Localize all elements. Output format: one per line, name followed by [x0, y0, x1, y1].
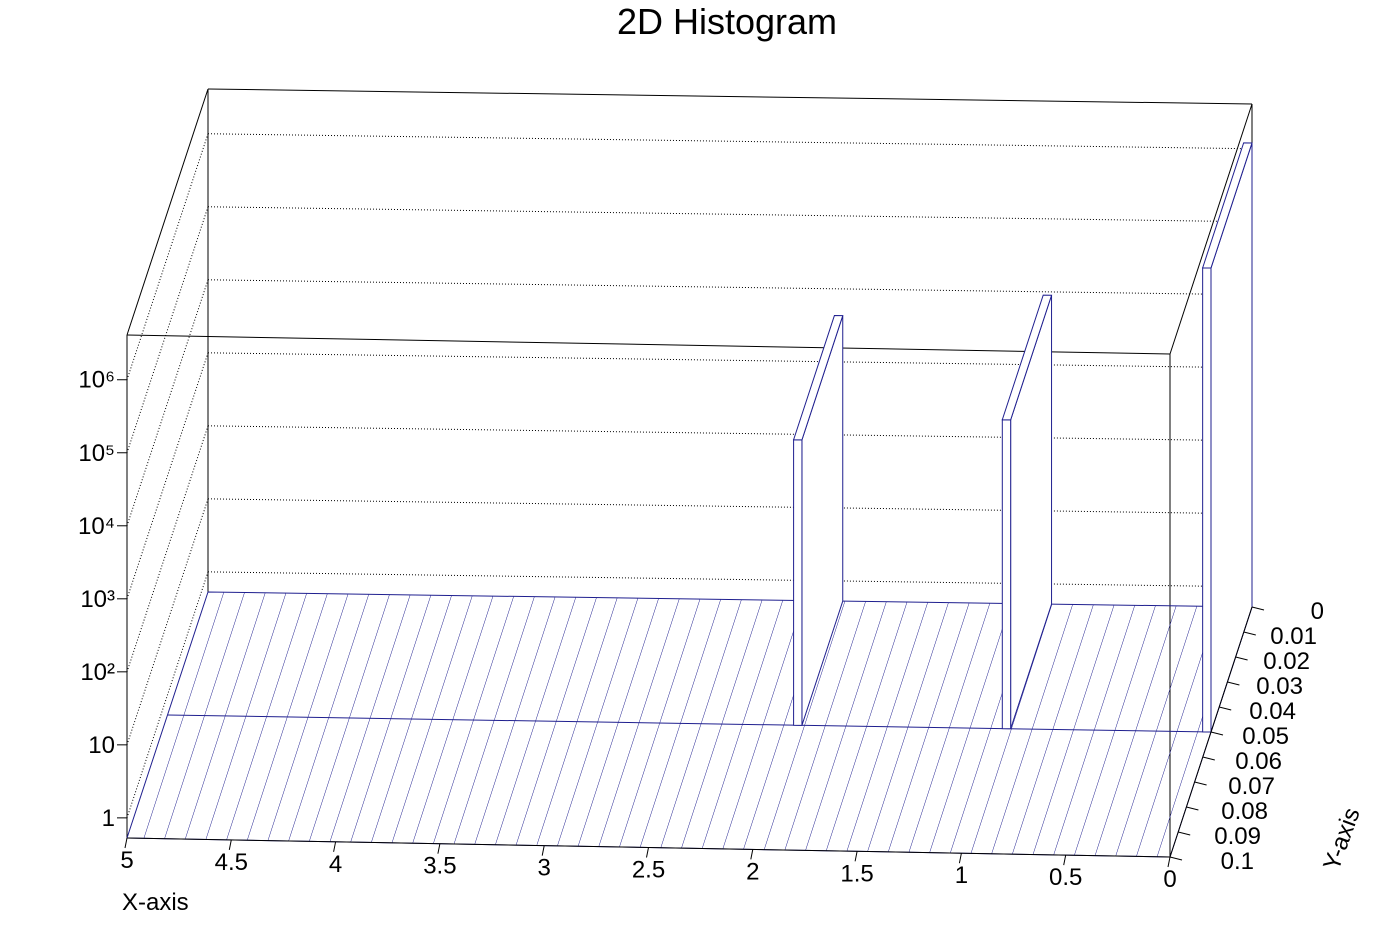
y-tick-label: 0.05: [1242, 723, 1289, 750]
x-tick: [1063, 855, 1067, 866]
y-tick: [1202, 756, 1215, 761]
y-tick-label: 0.06: [1235, 748, 1282, 775]
grid-line: [126, 425, 209, 672]
x-tick: [228, 839, 232, 850]
y-tick: [1178, 831, 1191, 836]
x-tick: [854, 851, 858, 862]
floor: [126, 591, 1253, 858]
box-edge: [126, 88, 209, 336]
x-tick: [958, 853, 962, 864]
chart-title: 2D Histogram: [617, 1, 837, 42]
z-tick-label: 10⁶: [78, 367, 115, 394]
y-tick: [1194, 781, 1207, 786]
grid-line: [207, 352, 1253, 369]
grid-line: [126, 571, 209, 819]
grid-line: [126, 498, 209, 746]
bar-front: [793, 439, 803, 726]
x-tick-label: 2: [746, 858, 759, 885]
y-tick-label: 0.02: [1263, 648, 1310, 675]
grid-line: [126, 352, 209, 599]
x-tick-label: 0.5: [1049, 864, 1082, 891]
y-tick-label: 0.03: [1256, 673, 1303, 700]
bar-top: [1201, 142, 1253, 269]
grid-line: [207, 498, 1253, 515]
x-tick: [124, 837, 128, 849]
z-tick-label: 10⁴: [78, 513, 115, 540]
x-tick: [1167, 856, 1171, 868]
x-tick-label: 3.5: [423, 853, 456, 880]
bar-front: [1202, 267, 1212, 733]
y-tick-label: 0.01: [1270, 623, 1317, 650]
y-tick-label: 0.08: [1221, 798, 1268, 825]
grid-line: [126, 133, 209, 380]
y-tick-label: 0.09: [1214, 823, 1261, 850]
grid-line: [207, 425, 1253, 442]
y-tick-label: 0.1: [1221, 848, 1254, 875]
x-tick-label: 2.5: [632, 857, 665, 884]
box-edge: [207, 88, 1253, 105]
grid-line: [126, 279, 209, 526]
z-tick-label: 10⁵: [78, 440, 115, 467]
box-edge: [126, 334, 1171, 355]
x-tick: [437, 843, 441, 854]
grid-line: [207, 133, 1253, 150]
x-tick-label: 3: [538, 855, 551, 882]
y-tick: [1169, 856, 1183, 861]
x-tick: [646, 847, 649, 858]
x-axis-title: X-axis: [122, 889, 189, 916]
x-tick: [541, 845, 545, 856]
y-tick: [1251, 606, 1265, 611]
x-tick-label: 4: [329, 851, 342, 878]
grid-line: [126, 206, 209, 453]
y-tick: [1186, 806, 1199, 811]
x-tick-label: 0: [1163, 866, 1176, 893]
z-tick-label: 10²: [80, 659, 115, 686]
x-tick: [333, 841, 337, 852]
y-bin-edge: [167, 714, 1212, 733]
y-tick: [1227, 681, 1240, 686]
grid-line: [207, 206, 1253, 223]
y-tick: [1210, 731, 1224, 736]
y-tick: [1243, 631, 1256, 636]
bar-front: [1001, 419, 1012, 730]
x-tick-label: 1.5: [840, 860, 873, 887]
x-tick-label: 1: [955, 862, 968, 889]
z-tick-label: 1: [102, 805, 115, 832]
y-tick-label: 0: [1311, 598, 1324, 625]
grid-line: [207, 279, 1253, 296]
y-tick: [1219, 706, 1232, 711]
bar-top: [1001, 294, 1053, 421]
bar-top: [792, 315, 844, 441]
x-tick: [750, 849, 754, 860]
y-tick-label: 0.07: [1228, 773, 1275, 800]
box-edge: [1169, 103, 1253, 355]
y-axis-title: Y-axis: [1318, 804, 1365, 874]
z-tick-label: 10³: [80, 586, 115, 613]
y-tick: [1235, 656, 1248, 661]
z-tick-label: 10: [88, 732, 115, 759]
grid-line: [207, 571, 1253, 588]
x-tick-label: 4.5: [215, 849, 248, 876]
y-tick-label: 0.04: [1249, 698, 1296, 725]
x-tick-label: 5: [120, 847, 133, 874]
